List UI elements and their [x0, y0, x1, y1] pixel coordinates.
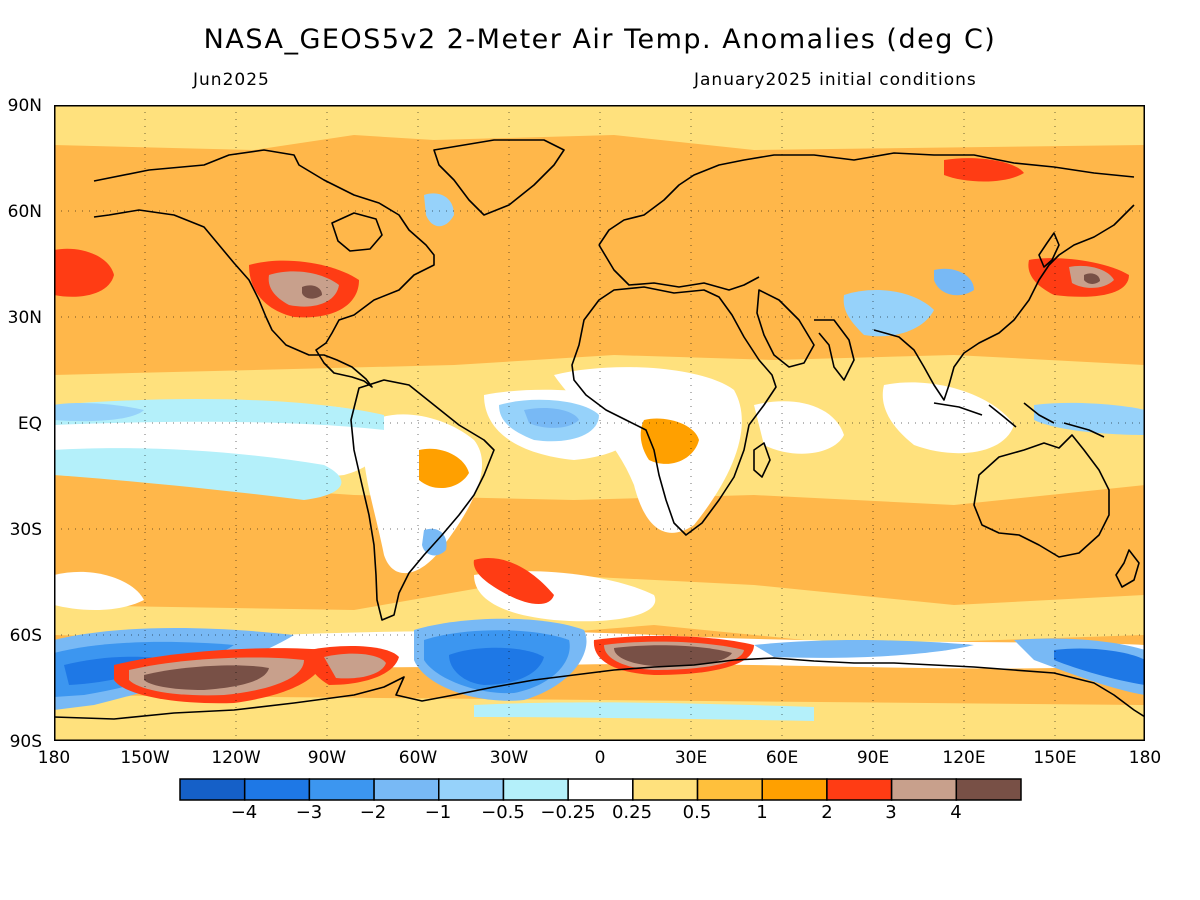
anomaly-light-antarctic: [54, 695, 1145, 741]
lon-label-90w: 90W: [307, 748, 347, 768]
lon-label-150w: 150W: [120, 748, 170, 768]
colorbar-cell: [373, 778, 440, 801]
colorbar-cell: [308, 778, 375, 801]
initial-conditions: January2025 initial conditions: [694, 70, 977, 90]
colorbar-cell: [696, 778, 763, 801]
coastline-arabia: [756, 289, 815, 368]
colorbar-label: −2: [359, 802, 387, 823]
anomaly-warm-bellingshausen-core: [324, 653, 386, 679]
lon-label-90e: 90E: [856, 748, 890, 768]
anomaly-cool-argentina: [422, 528, 447, 556]
anomaly-cold-east-antarctic: [754, 640, 974, 658]
anomaly-cool-tropics-west: [54, 402, 144, 422]
lon-label-30e: 30E: [674, 748, 708, 768]
anomaly-cool-west-pacific: [1034, 402, 1145, 435]
colorbar-label: 0.5: [682, 802, 712, 823]
anomaly-warm-usa-peak: [302, 285, 322, 299]
colorbar-cell: [761, 778, 828, 801]
anomaly-cool-east-pacific-2: [54, 448, 342, 500]
anomaly-warm-north-pacific: [54, 248, 114, 297]
colorbar-cell: [826, 778, 893, 801]
colorbar-label: −4: [230, 802, 258, 823]
colorbar-label: 4: [950, 802, 962, 823]
colorbar-label: 2: [821, 802, 833, 823]
colorbar-cell: [502, 778, 569, 801]
coastline-mediterranean: [598, 244, 760, 291]
lat-label-eq: EQ: [17, 414, 42, 434]
anomaly-warm-brazil: [419, 448, 469, 489]
colorbar-cell: [243, 778, 311, 801]
coastline-asia-south: [814, 204, 1135, 401]
colorbar-label: −1: [424, 802, 452, 823]
lon-label-120w: 120W: [211, 748, 261, 768]
lat-label-90s: 90S: [9, 732, 42, 752]
lon-label-180w: 180: [37, 748, 71, 768]
coastline-south-america: [350, 379, 495, 621]
colorbar-cell: [955, 778, 1022, 801]
map-frame: [54, 105, 1145, 741]
coastline-antarctica: [54, 657, 1145, 720]
colorbar-label: −0.5: [481, 802, 525, 823]
colorbar-label: 3: [885, 802, 897, 823]
coastline-australia: [973, 434, 1110, 558]
anomaly-warm-amundsen-peak: [144, 665, 269, 690]
anomaly-cool-greenland: [424, 193, 454, 227]
colorbar-cell: [438, 778, 505, 801]
lat-label-60s: 60S: [9, 626, 42, 646]
anomaly-warm-japan-peak: [1084, 273, 1100, 284]
colorbar-cell: [567, 778, 634, 801]
coastline-maritime: [933, 402, 1105, 438]
coastline-madagascar: [753, 442, 771, 478]
anomaly-warm-south-atlantic: [473, 558, 554, 605]
colorbar: [179, 778, 1022, 801]
lon-label-60e: 60E: [765, 748, 799, 768]
lon-label-0: 0: [594, 748, 606, 768]
colorbar-label: −3: [295, 802, 323, 823]
lat-label-30s: 30S: [9, 520, 42, 540]
lon-label-120e: 120E: [942, 748, 986, 768]
coastlines: [54, 139, 1145, 720]
coastline-africa: [571, 286, 777, 536]
anomaly-cool-east-pacific: [54, 399, 384, 430]
anomaly-neutral-south-america: [363, 414, 483, 574]
anomaly-light-band-north: [54, 105, 1145, 150]
colorbar-cell: [632, 778, 699, 801]
anomaly-cool-tibet: [843, 290, 934, 337]
coastline-japan: [1038, 232, 1060, 268]
colorbar-cell: [890, 778, 958, 801]
colorbar-cell: [179, 778, 246, 801]
coastline-europe: [598, 152, 1135, 246]
lat-label-30n: 30N: [7, 308, 42, 328]
anomaly-cold-ross-sea-core: [1054, 648, 1145, 685]
lon-label-60w: 60W: [398, 748, 438, 768]
anomaly-neutral-maritime: [882, 382, 1014, 454]
coastline-greenland: [433, 139, 565, 216]
lon-label-180e: 180: [1128, 748, 1162, 768]
colorbar-label: 1: [756, 802, 768, 823]
anomaly-warm-weddell-peak: [614, 645, 732, 667]
coastline-hudson-bay: [331, 212, 383, 252]
forecast-month: Jun2025: [193, 70, 270, 90]
anomaly-cool-south-strip: [474, 702, 814, 721]
colorbar-label: 0.25: [611, 802, 653, 823]
anomaly-neutral-indian: [754, 401, 844, 454]
anomaly-map: [54, 105, 1145, 741]
anomaly-cold-atlantic-core: [449, 647, 544, 685]
lon-label-30w: 30W: [489, 748, 529, 768]
chart-title: NASA_GEOS5v2 2-Meter Air Temp. Anomalies…: [203, 24, 997, 55]
lat-label-90n: 90N: [7, 96, 42, 116]
lat-label-60n: 60N: [7, 202, 42, 222]
anomaly-neutral-southern-ocean-b: [54, 571, 144, 610]
lon-label-150e: 150E: [1033, 748, 1077, 768]
anomaly-cool-china: [934, 268, 974, 296]
coastline-new-zealand: [1115, 549, 1140, 588]
coastline-north-america: [93, 149, 435, 388]
colorbar-label: −0.25: [540, 802, 596, 823]
